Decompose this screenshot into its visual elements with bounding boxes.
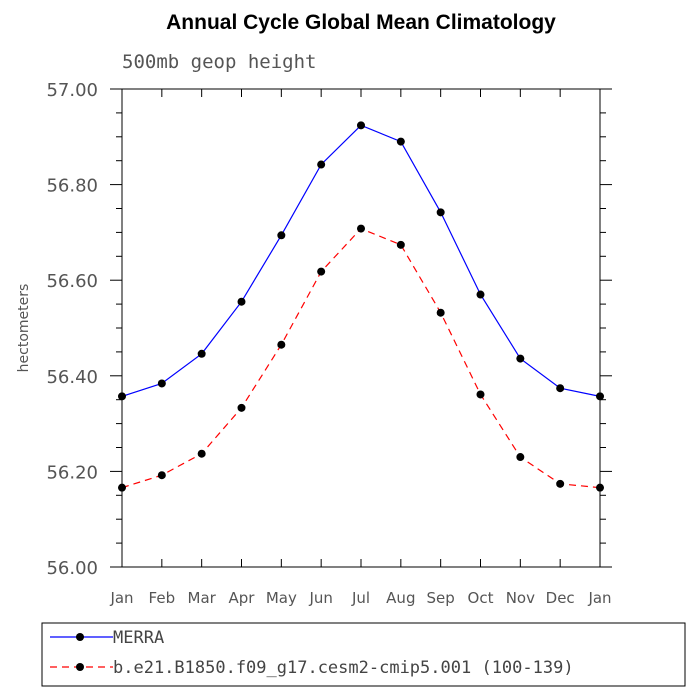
- x-tick-label: Apr: [229, 589, 256, 607]
- chart-subtitle: 500mb geop height: [122, 51, 316, 73]
- series-line-1: [121, 124, 601, 397]
- y-tick-label: 56.20: [46, 462, 98, 483]
- x-tick-label: Aug: [386, 589, 415, 607]
- x-tick-label: Jan: [109, 589, 133, 607]
- series-2-point: [237, 403, 246, 412]
- series-1-point: [277, 231, 286, 240]
- plot-frame: [121, 88, 601, 568]
- x-tick-label: Jun: [308, 589, 332, 607]
- y-axis-label: hectometers: [16, 284, 32, 373]
- series-2-point: [516, 453, 525, 462]
- series-1-point: [197, 349, 206, 358]
- series-1-point: [357, 121, 365, 130]
- y-tick-label: 56.00: [46, 558, 98, 579]
- y-tick-label: 56.60: [46, 271, 98, 292]
- x-tick-label: Feb: [149, 589, 176, 607]
- y-tick-label: 56.80: [46, 176, 98, 197]
- series-2-point: [197, 449, 206, 458]
- x-tick-label: Nov: [506, 589, 535, 607]
- x-tick-label: Sep: [427, 589, 455, 607]
- x-tick-label: Oct: [468, 589, 494, 607]
- series-2-point: [317, 267, 326, 276]
- y-tick-label: 56.40: [46, 367, 98, 388]
- series-2-point: [436, 308, 445, 317]
- series-1-point: [436, 208, 445, 217]
- series-2-point: [596, 483, 604, 492]
- series-1-point: [516, 354, 525, 363]
- legend-label-2: b.e21.B1850.f09_g17.cesm2-cmip5.001 (100…: [113, 658, 574, 678]
- x-tick-label: Dec: [546, 589, 575, 607]
- series-2-point: [118, 483, 126, 492]
- y-tick-label: 57.00: [46, 80, 98, 101]
- series-1-point: [157, 379, 166, 388]
- series-line-2: [121, 227, 601, 489]
- series-1-point: [556, 384, 565, 393]
- series-1-point: [396, 137, 405, 146]
- series-2-point: [157, 471, 166, 480]
- series-1-point: [596, 392, 604, 401]
- legend: MERRA b.e21.B1850.f09_g17.cesm2-cmip5.001…: [50, 628, 574, 678]
- series-1-point: [476, 290, 485, 299]
- legend-marker-2: [76, 663, 84, 671]
- series-1-point: [317, 160, 326, 169]
- series-2-point: [357, 224, 365, 233]
- series-2-point: [476, 390, 485, 399]
- series-2-point: [396, 240, 405, 249]
- x-tick-label: May: [266, 589, 297, 607]
- series-2-point: [277, 340, 286, 349]
- series-1-point: [118, 392, 126, 401]
- x-tick-label: Jul: [351, 589, 370, 607]
- legend-marker-1: [76, 633, 84, 641]
- chart-title: Annual Cycle Global Mean Climatology: [166, 11, 556, 34]
- x-tick-label: Mar: [188, 589, 217, 607]
- series-2-point: [556, 479, 565, 488]
- axis-ticks: Jan Feb Mar Apr May Jun Jul Aug Sep Oct Nov Dec Jan 5…: [46, 80, 612, 607]
- series-layer: [118, 121, 604, 492]
- legend-label-1: MERRA: [113, 628, 164, 648]
- legend-box: [41, 622, 686, 687]
- series-1-point: [237, 297, 246, 306]
- x-tick-label: Jan: [587, 589, 611, 607]
